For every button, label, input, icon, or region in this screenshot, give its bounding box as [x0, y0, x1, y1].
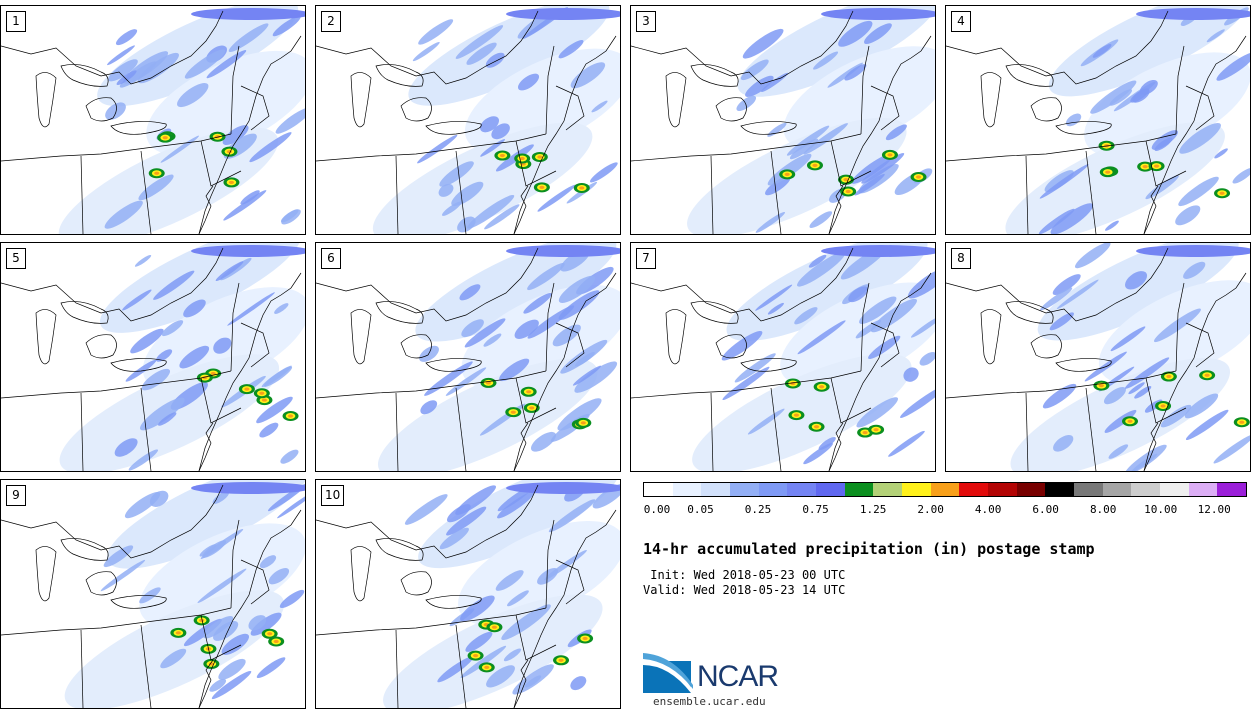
colorbar-swatch — [1160, 483, 1189, 496]
precipitation-colorbar — [643, 482, 1247, 497]
colorbar-swatch — [758, 483, 788, 496]
site-url: ensemble.ucar.edu — [653, 695, 766, 708]
colorbar-swatch — [844, 483, 874, 496]
member-number-label: 2 — [321, 11, 341, 32]
colorbar-tick-label: 2.00 — [917, 503, 944, 516]
colorbar-swatch — [787, 483, 817, 496]
colorbar-tick-label: 4.00 — [974, 503, 1002, 516]
colorbar-swatch — [1102, 483, 1132, 496]
precipitation-map — [631, 243, 935, 471]
colorbar-swatch — [701, 483, 731, 496]
colorbar-swatch — [873, 483, 903, 496]
member-number-label: 4 — [951, 11, 971, 32]
precipitation-map — [316, 480, 620, 708]
colorbar-swatch — [1045, 483, 1075, 496]
precipitation-map — [946, 243, 1250, 471]
colorbar-swatch — [1016, 483, 1046, 496]
forecast-member-panel: 9 — [0, 479, 306, 709]
colorbar-tick-label: 8.00 — [1089, 503, 1117, 516]
member-number-label: 3 — [636, 11, 656, 32]
member-number-label: 10 — [321, 485, 345, 506]
member-number-label: 8 — [951, 248, 971, 269]
colorbar-tick-label: 0.05 — [687, 503, 714, 516]
colorbar-tick-label: 0.00 — [643, 503, 671, 516]
colorbar-swatch — [902, 483, 931, 496]
ncar-logo-text: NCAR — [697, 660, 779, 693]
forecast-member-panel: 6 — [315, 242, 621, 472]
forecast-member-panel: 2 — [315, 5, 621, 235]
colorbar-swatch — [1131, 483, 1161, 496]
forecast-member-panel: 3 — [630, 5, 936, 235]
colorbar-swatch — [730, 483, 759, 496]
colorbar-tick-label: 12.00 — [1197, 503, 1231, 516]
forecast-member-panel: 10 — [315, 479, 621, 709]
forecast-member-panel: 7 — [630, 242, 936, 472]
forecast-member-panel: 5 — [0, 242, 306, 472]
colorbar-tick-labels: 0.00 0.05 0.25 0.75 1.25 2.00 4.00 6.00 8.00 10.0… — [643, 503, 1247, 517]
member-number-label: 6 — [321, 248, 341, 269]
colorbar-swatch — [959, 483, 989, 496]
colorbar-swatch — [816, 483, 845, 496]
colorbar-tick-label: 1.25 — [859, 503, 887, 516]
colorbar-swatch — [988, 483, 1017, 496]
colorbar-swatch — [672, 483, 702, 496]
precipitation-map — [316, 243, 620, 471]
colorbar-tick-label: 0.25 — [744, 503, 772, 516]
valid-time: Valid: Wed 2018-05-23 14 UTC — [643, 583, 846, 597]
chart-title: 14-hr accumulated precipitation (in) pos… — [643, 540, 1095, 558]
precipitation-map — [631, 6, 935, 234]
colorbar-tick-label: 6.00 — [1032, 503, 1059, 516]
init-time: Init: Wed 2018-05-23 00 UTC — [643, 568, 846, 582]
forecast-member-panel: 4 — [945, 5, 1251, 235]
colorbar-tick-label: 10.00 — [1144, 503, 1178, 516]
precipitation-map — [1, 6, 305, 234]
precipitation-map — [1, 480, 305, 708]
colorbar-tick-label: 0.75 — [802, 503, 829, 516]
forecast-member-panel: 1 — [0, 5, 306, 235]
precipitation-map — [946, 6, 1250, 234]
colorbar-swatch — [930, 483, 960, 496]
member-number-label: 1 — [6, 11, 26, 32]
member-number-label: 7 — [636, 248, 656, 269]
precipitation-map — [1, 243, 305, 471]
member-number-label: 5 — [6, 248, 26, 269]
member-number-label: 9 — [6, 485, 26, 506]
colorbar-swatch — [1217, 483, 1247, 496]
colorbar-swatch — [1188, 483, 1218, 496]
colorbar-swatch — [1074, 483, 1103, 496]
ncar-logo-icon — [643, 653, 693, 693]
colorbar-swatch — [644, 483, 673, 496]
forecast-member-panel: 8 — [945, 242, 1251, 472]
precipitation-map — [316, 6, 620, 234]
